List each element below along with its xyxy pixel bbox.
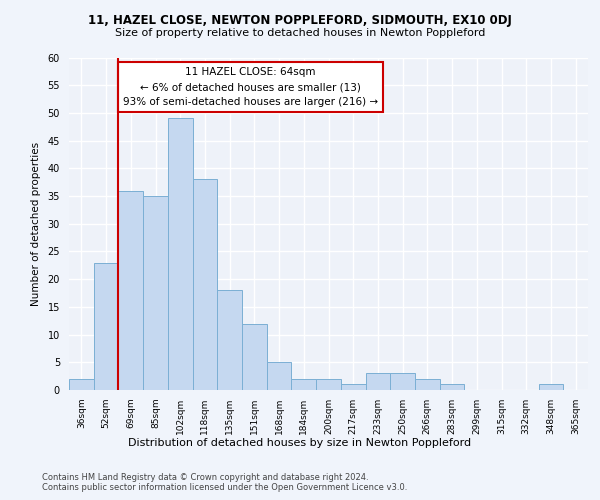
Text: Size of property relative to detached houses in Newton Poppleford: Size of property relative to detached ho… xyxy=(115,28,485,38)
Bar xyxy=(440,384,464,390)
Bar xyxy=(193,180,217,390)
Text: Contains HM Land Registry data © Crown copyright and database right 2024.: Contains HM Land Registry data © Crown c… xyxy=(42,472,368,482)
Text: Distribution of detached houses by size in Newton Poppleford: Distribution of detached houses by size … xyxy=(128,438,472,448)
Text: 11 HAZEL CLOSE: 64sqm
← 6% of detached houses are smaller (13)
93% of semi-detac: 11 HAZEL CLOSE: 64sqm ← 6% of detached h… xyxy=(123,68,378,107)
Bar xyxy=(143,196,168,390)
Y-axis label: Number of detached properties: Number of detached properties xyxy=(31,142,41,306)
Bar xyxy=(94,262,118,390)
Bar xyxy=(292,379,316,390)
Bar xyxy=(341,384,365,390)
Bar xyxy=(267,362,292,390)
Bar xyxy=(415,379,440,390)
Bar xyxy=(168,118,193,390)
Text: 11, HAZEL CLOSE, NEWTON POPPLEFORD, SIDMOUTH, EX10 0DJ: 11, HAZEL CLOSE, NEWTON POPPLEFORD, SIDM… xyxy=(88,14,512,27)
Bar xyxy=(217,290,242,390)
Bar xyxy=(316,379,341,390)
Bar xyxy=(242,324,267,390)
Text: Contains public sector information licensed under the Open Government Licence v3: Contains public sector information licen… xyxy=(42,482,407,492)
Bar xyxy=(539,384,563,390)
Bar xyxy=(390,374,415,390)
Bar xyxy=(69,379,94,390)
Bar xyxy=(365,374,390,390)
Bar xyxy=(118,190,143,390)
